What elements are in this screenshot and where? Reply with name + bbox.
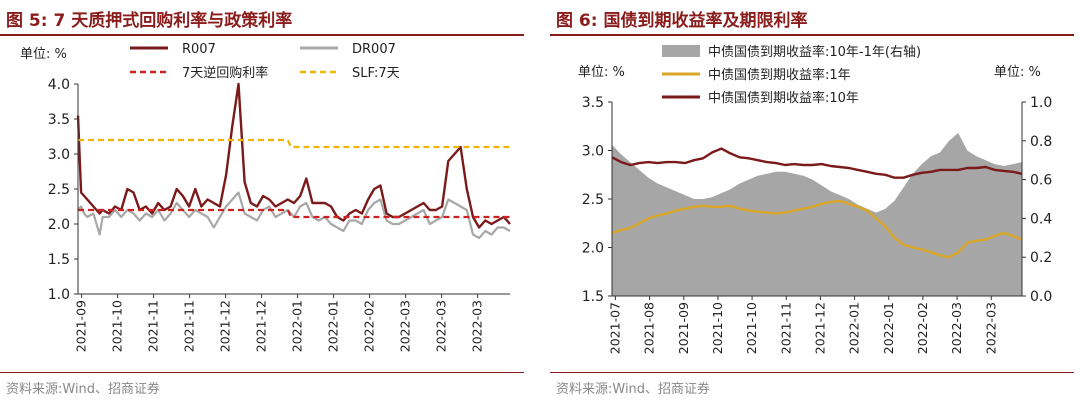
legend-label-1y: 中债国债到期收益率:1年	[708, 67, 851, 83]
x-tick-label: 2021-12	[254, 300, 269, 352]
figure-6-bottom-rule	[550, 372, 1074, 373]
y2-tick-label: 1.0	[1030, 95, 1052, 111]
x-tick-label: 2022-03	[470, 300, 485, 352]
figure-5-panel: 图 5: 7 天质押式回购利率与政策利率 单位: % R007 DR007 7天…	[0, 0, 530, 406]
legend-label-r007: R007	[182, 42, 216, 57]
unit-label-right: 单位: %	[994, 65, 1041, 80]
legend: R007 DR007 7天逆回购利率 SLF:7天	[130, 42, 400, 81]
y-tick-label: 4.0	[48, 77, 70, 93]
unit-label-left: 单位: %	[578, 65, 625, 80]
figure-6-panel: 图 6: 国债到期收益率及期限利率 单位: % 单位: % 中债国债到期收益率:…	[550, 0, 1080, 406]
x-tick-label: 2022-03	[434, 300, 449, 352]
x-tick-label: 2021-09	[676, 302, 691, 354]
y-tick-label: 1.5	[48, 252, 70, 268]
figure-6-chart: 单位: % 单位: % 中债国债到期收益率:10年-1年(右轴) 中债国债到期收…	[578, 44, 1052, 354]
y2-tick-label: 0.8	[1030, 134, 1052, 150]
figure-5-top-rule	[0, 34, 524, 36]
y2-tick-label: 0.6	[1030, 173, 1052, 189]
y-tick-label: 3.0	[582, 144, 604, 160]
y-tick-label: 1.5	[582, 289, 604, 305]
x-tick-label: 2022-03	[398, 300, 413, 352]
y-tick-label: 3.5	[582, 95, 604, 111]
series-1y-line	[611, 199, 1023, 259]
x-tick-label: 2021-11	[778, 302, 793, 354]
y-tick-label: 3.0	[48, 147, 70, 163]
y-tick-label: 3.5	[48, 112, 70, 128]
legend-label-reverse-repo: 7天逆回购利率	[182, 65, 268, 81]
x-tick-label: 2022-02	[362, 300, 377, 352]
series-10y-line	[611, 147, 1023, 179]
legend-swatch-spread	[662, 45, 700, 57]
y2-tick-label: 0.2	[1030, 250, 1052, 266]
x-tick-label: 2022-02	[915, 302, 930, 354]
y2-tick-label: 0.0	[1030, 289, 1052, 305]
figure-5-title: 图 5: 7 天质押式回购利率与政策利率	[6, 11, 293, 31]
figure-6-top-rule	[550, 34, 1074, 36]
legend-label-dr007: DR007	[352, 42, 396, 57]
y-tick-label: 2.5	[582, 192, 604, 208]
x-tick-label: 2021-08	[642, 302, 657, 354]
x-tick-label: 2021-11	[182, 300, 197, 352]
figure-5-source: 资料来源:Wind、招商证券	[6, 382, 161, 397]
x-tick-label: 2022-03	[949, 302, 964, 354]
series-reverse-repo-line	[78, 208, 510, 219]
y-tick-label: 2.5	[48, 182, 70, 198]
x-tick-label: 2021-10	[110, 300, 125, 352]
x-tick-label: 2021-07	[607, 302, 622, 354]
series-dr007-line	[77, 191, 511, 240]
figure-5-chart: 单位: % R007 DR007 7天逆回购利率 SLF:7天 1.0 1.5 2.…	[20, 42, 511, 352]
x-tick-label: 2022-03	[983, 302, 998, 354]
figure-5-bottom-rule	[0, 372, 524, 373]
y-tick-label: 1.0	[48, 287, 70, 303]
legend: 中债国债到期收益率:10年-1年(右轴) 中债国债到期收益率:1年 中债国债到期…	[662, 44, 921, 106]
y2-tick-label: 0.4	[1030, 211, 1052, 227]
x-tick-label: 2021-11	[146, 300, 161, 352]
x-tick-label: 2022-01	[847, 302, 862, 354]
figure-6-source: 资料来源:Wind、招商证券	[556, 382, 711, 397]
legend-label-10y: 中债国债到期收益率:10年	[708, 90, 859, 106]
x-tick-label: 2021-10	[744, 302, 759, 354]
x-tick-label: 2021-09	[74, 300, 89, 352]
x-tick-label: 2021-12	[218, 300, 233, 352]
y-tick-label: 2.0	[582, 241, 604, 257]
x-tick-label: 2022-01	[326, 300, 341, 352]
unit-label: 单位: %	[20, 47, 67, 62]
y-tick-label: 2.0	[48, 217, 70, 233]
legend-label-slf: SLF:7天	[352, 66, 400, 81]
x-tick-label: 2021-10	[710, 302, 725, 354]
legend-label-spread: 中债国债到期收益率:10年-1年(右轴)	[708, 44, 921, 60]
series-slf-line	[78, 138, 510, 149]
figure-6-title: 图 6: 国债到期收益率及期限利率	[556, 11, 808, 31]
x-tick-label: 2022-01	[290, 300, 305, 352]
x-tick-label: 2021-12	[812, 302, 827, 354]
x-tick-label: 2022-01	[881, 302, 896, 354]
series-spread-area	[612, 133, 1022, 296]
